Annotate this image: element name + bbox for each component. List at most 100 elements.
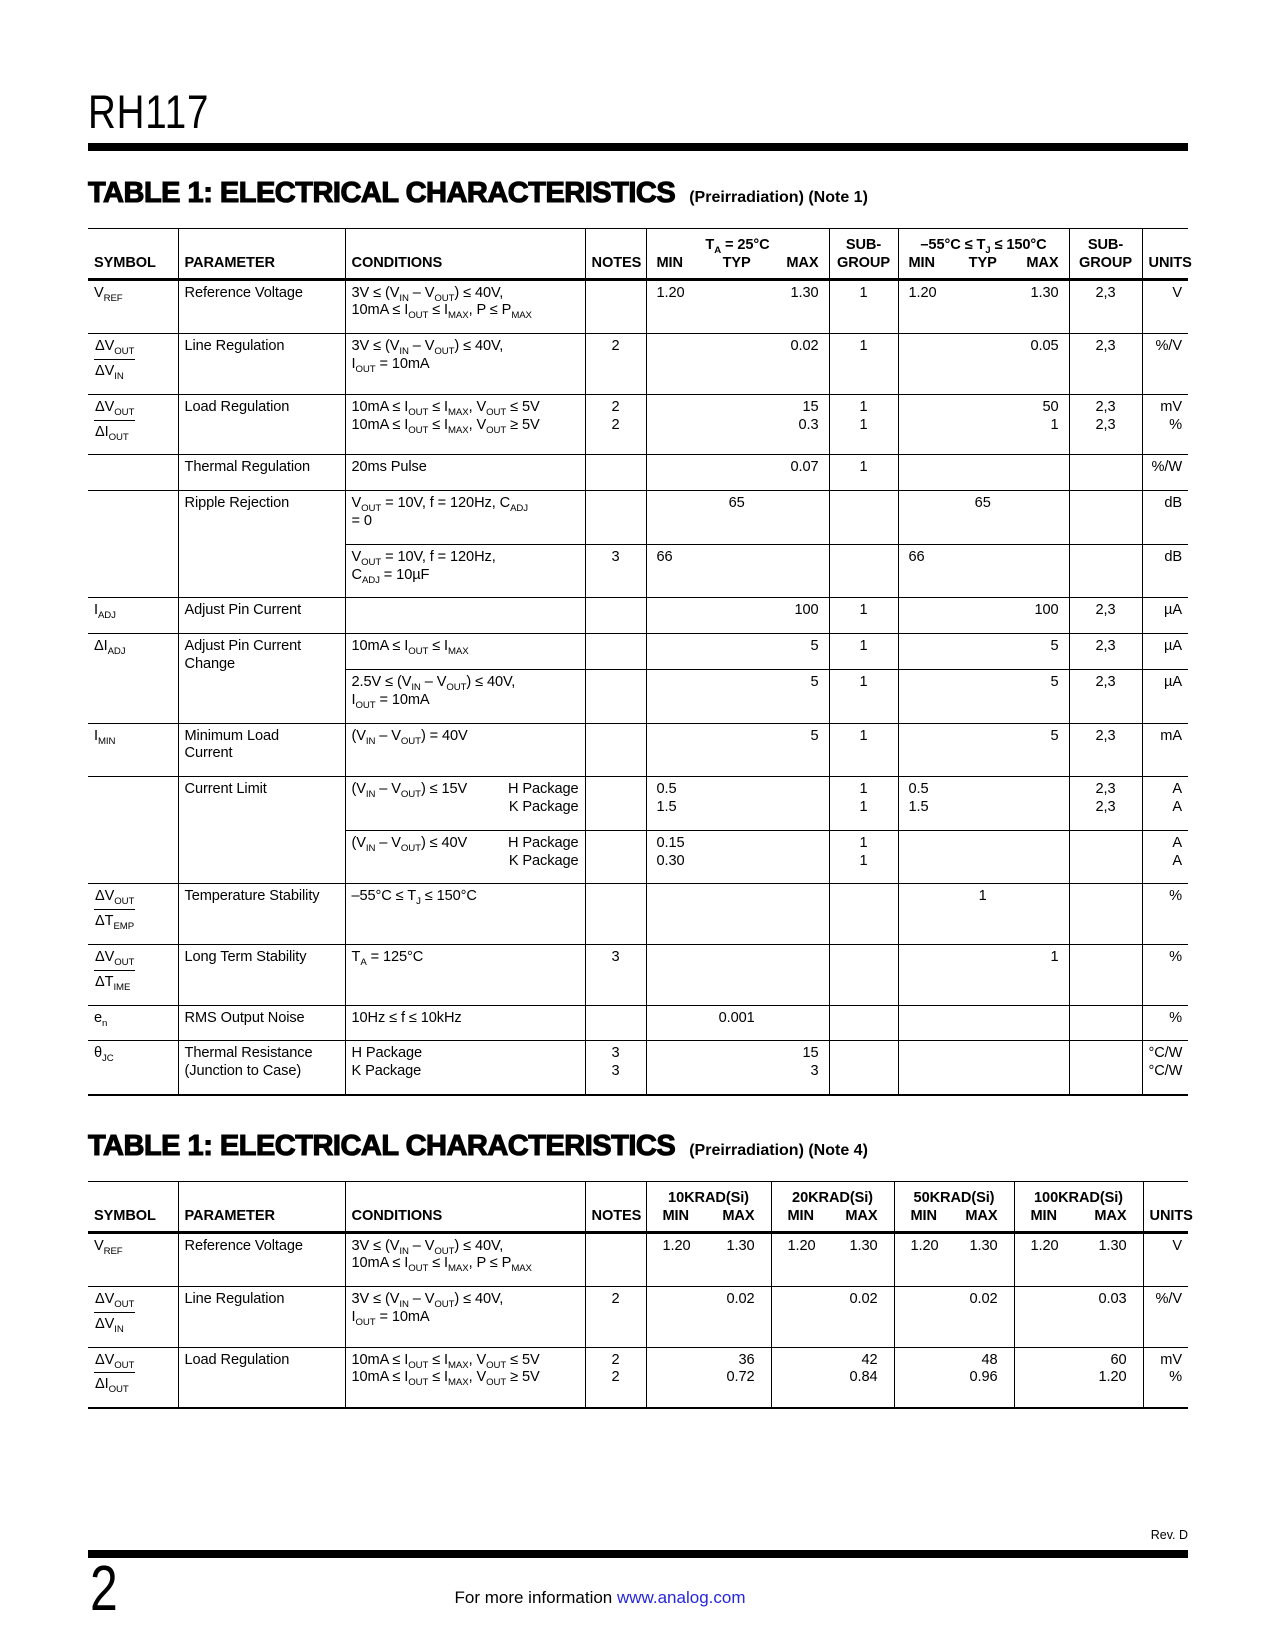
table-row: ΔVOUT ΔTIME Long Term Stability TA = 125°C 3… [88,943,1188,1006]
symbol-cell: ΔVOUT ΔVIN [88,1286,178,1348]
symbol-fraction: ΔVOUT ΔVIN [94,1291,136,1335]
table1-subtitle: (Preirradiation) (Note 1) [689,189,868,206]
symbol-fraction: ΔVOUT ΔIOUT [94,398,136,443]
min-typ-max-cell [645,883,829,945]
units-cell: mV% [1141,393,1188,455]
conditions-cell: 3V ≤ (VIN – VOUT) ≤ 40V, 10mA ≤ IOUT ≤ IM… [344,1231,585,1287]
parameter-cell: Line Regulation [177,333,345,395]
subgroup-cell: 2,3 [1068,278,1142,334]
units-cell: mA [1141,722,1188,777]
units-cell: %/W [1141,454,1188,491]
conditions-cell: (VIN – VOUT) ≤ 15V H Package K Package [344,776,585,831]
min-typ-max-cell: 0.5 1.5 [897,776,1069,831]
parameter-cell: Load Regulation [177,393,345,455]
conditions-cell: VOUT = 10V, f = 120Hz, CADJ = 0 [344,490,585,545]
min-max-cell: 42 0.84 [770,1346,894,1409]
table-row: Thermal Regulation 20ms Pulse 0.07 1 %/W [88,454,1188,491]
min-max-cell: 1.20 1.30 [770,1231,894,1287]
conditions-cell: 3V ≤ (VIN – VOUT) ≤ 40V, IOUT = 10mA [344,1286,585,1348]
parameter-cell: Current Limit [177,776,345,884]
table2-subtitle: (Preirradiation) (Note 4) [689,1141,868,1159]
parameter-cell: Load Regulation [177,1346,345,1409]
parameter-cell: Adjust Pin Current Change [177,633,345,724]
table-header-row: SYMBOL PARAMETER CONDITIONS NOTES 10KRAD(Si)… [88,1181,1193,1234]
symbol-cell: VREF [88,278,178,334]
subgroup-cell: 2,3 2,3 [1068,776,1142,831]
column-header-krad-0: 10KRAD(Si) MIN MAX [645,1181,771,1234]
symbol-fraction: ΔVOUT ΔIOUT [94,1351,136,1396]
symbol-cell [88,490,178,598]
min-typ-max-cell: 5 [897,722,1069,777]
notes-cell [584,597,646,634]
conditions-cell: 10mA ≤ IOUT ≤ IMAX, VOUT ≤ 5V 10mA ≤ IOUT… [344,393,585,455]
conditions-cell: 10mA ≤ IOUT ≤ IMAX, VOUT ≤ 5V 10mA ≤ IOUT… [344,1346,585,1409]
column-header-tj-range: –55°C ≤ TJ ≤ 150°C MIN TYP MAX [897,228,1069,281]
subgroup-cell [828,1040,898,1095]
subgroup-cell [828,543,898,598]
notes-cell [584,776,646,831]
column-header-symbol: SYMBOL [88,228,178,281]
notes-cell: 2 [584,1286,646,1348]
min-typ-max-cell: 100 [645,597,829,634]
column-header-notes: NOTES [584,228,646,281]
min-max-cell: 0.02 [893,1286,1014,1348]
notes-cell [584,1004,646,1041]
parameter-cell: RMS Output Noise [177,1004,345,1041]
analog-link[interactable]: www.analog.com [616,1588,746,1607]
revision-label: Rev. D [1150,1528,1188,1542]
table-row: ΔIADJ Adjust Pin Current Change 10mA ≤ IOUT… [88,633,1188,724]
min-typ-max-cell: 65 [645,490,829,545]
table-row: IADJ Adjust Pin Current 100 1 100 2,3 µA [88,597,1188,634]
table1-title: TABLE 1: ELECTRICAL CHARACTERISTICS [87,176,676,209]
table-row: ΔVOUT ΔTEMP Temperature Stability –55°C ≤ T… [88,883,1188,945]
min-typ-max-cell: 100 [897,597,1069,634]
units-cell: dB [1141,543,1188,598]
min-typ-max-cell: 15 0.3 [645,393,829,455]
min-typ-max-cell [897,829,1069,884]
units-cell: % [1141,1004,1188,1041]
subgroup-cell [1068,454,1142,491]
electrical-characteristics-table-note1: SYMBOL PARAMETER CONDITIONS NOTES TA = 25°C M… [88,228,1192,1096]
symbol-cell: θJC [88,1040,178,1095]
column-header-parameter: PARAMETER [177,228,345,281]
column-header-units: UNITS [1142,1181,1193,1234]
parameter-cell: Thermal Regulation [177,454,345,491]
header-rule [88,143,1188,151]
column-header-notes: NOTES [584,1181,646,1234]
page-content: RH117 TABLE 1: ELECTRICAL CHARACTERISTIC… [87,88,1193,1410]
symbol-fraction: ΔVOUT ΔVIN [94,338,136,382]
column-header-krad-1: 20KRAD(Si) MIN MAX [770,1181,894,1234]
page-number: 2 [90,1552,118,1624]
table-row: ΔVOUT ΔIOUT Load Regulation 10mA ≤ IOUT ≤ I… [88,1346,1188,1409]
min-typ-max-cell: 0.001 [645,1004,829,1041]
symbol-fraction: ΔVOUT ΔTIME [94,948,136,993]
symbol-cell: ΔVOUT ΔIOUT [88,1346,178,1409]
conditions-cell: 20ms Pulse [344,454,585,491]
min-typ-max-cell: 1.20 1.30 [645,278,829,334]
notes-cell [584,633,646,670]
units-cell: V [1141,278,1188,334]
units-cell: µA [1141,633,1188,670]
column-header-ta25: TA = 25°C MIN TYP MAX [645,228,829,281]
min-typ-max-cell: 66 [897,543,1069,598]
column-header-krad-3: 100KRAD(Si) MIN MAX [1013,1181,1143,1234]
units-cell: mV% [1142,1346,1188,1409]
symbol-cell: ΔVOUT ΔTEMP [88,883,178,945]
symbol-cell: VREF [88,1231,178,1287]
subgroup-cell: 2,3 [1068,333,1142,395]
notes-cell: 2 [584,333,646,395]
conditions-cell: TA = 125°C [344,943,585,1006]
subgroup-cell [828,883,898,945]
column-header-krad-2: 50KRAD(Si) MIN MAX [893,1181,1014,1234]
min-max-cell: 36 0.72 [645,1346,771,1409]
notes-cell [584,1231,646,1287]
units-cell: % [1141,883,1188,945]
units-cell: V [1142,1231,1188,1287]
subgroup-cell: 1 [828,722,898,777]
conditions-cell: –55°C ≤ TJ ≤ 150°C [344,883,585,945]
subgroup-cell [1068,1040,1142,1095]
min-typ-max-cell: 0.15 0.30 [645,829,829,884]
